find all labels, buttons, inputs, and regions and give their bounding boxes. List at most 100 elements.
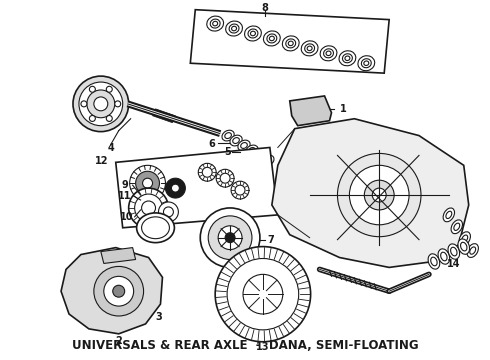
Text: 8: 8 [262,3,269,13]
Ellipse shape [339,51,356,66]
Ellipse shape [264,31,280,46]
Circle shape [166,178,185,198]
Text: 2: 2 [115,336,122,346]
Circle shape [164,207,173,217]
Circle shape [172,184,179,192]
Circle shape [200,208,260,267]
Ellipse shape [358,56,375,71]
Circle shape [135,194,163,222]
Circle shape [225,233,235,243]
Circle shape [87,90,115,118]
Ellipse shape [137,213,174,243]
Circle shape [215,247,311,342]
Ellipse shape [461,242,467,251]
Ellipse shape [451,247,457,256]
Ellipse shape [458,239,469,254]
Circle shape [198,163,216,181]
Circle shape [113,285,124,297]
Ellipse shape [282,36,299,51]
Circle shape [94,266,144,316]
Text: 1: 1 [340,104,346,114]
Circle shape [89,116,96,121]
Circle shape [129,188,169,228]
Ellipse shape [257,153,263,158]
Ellipse shape [265,157,271,163]
Ellipse shape [230,135,242,146]
Ellipse shape [232,26,237,31]
Circle shape [220,173,230,183]
Text: 4: 4 [107,144,114,153]
Ellipse shape [245,26,261,41]
Circle shape [349,165,409,225]
Circle shape [104,276,134,306]
Circle shape [231,181,249,199]
Text: 9: 9 [122,180,129,190]
Ellipse shape [207,16,223,31]
Ellipse shape [233,138,239,144]
Text: 12: 12 [95,156,109,166]
Circle shape [365,180,394,210]
Circle shape [243,274,283,314]
Text: 10: 10 [120,212,134,222]
Ellipse shape [222,130,234,141]
Circle shape [136,171,159,195]
Ellipse shape [270,36,274,41]
Circle shape [218,226,242,249]
Ellipse shape [241,143,247,148]
Circle shape [106,116,112,121]
Ellipse shape [248,148,255,153]
Circle shape [208,216,252,260]
Ellipse shape [451,220,463,234]
Ellipse shape [238,140,250,151]
Ellipse shape [142,217,170,239]
Circle shape [202,167,212,177]
Ellipse shape [441,252,447,261]
Circle shape [227,258,299,330]
Circle shape [143,178,152,188]
Ellipse shape [459,232,470,246]
Ellipse shape [446,211,452,219]
Ellipse shape [226,21,243,36]
Text: 7: 7 [268,235,274,245]
Polygon shape [190,10,389,73]
Circle shape [73,76,129,132]
Polygon shape [61,248,163,334]
Ellipse shape [288,41,293,46]
Text: 11: 11 [118,191,132,201]
Polygon shape [272,119,469,267]
Ellipse shape [225,132,231,139]
Polygon shape [290,96,332,126]
Circle shape [142,201,155,215]
Ellipse shape [364,61,369,66]
Ellipse shape [443,208,455,222]
Polygon shape [152,109,175,123]
Ellipse shape [213,21,218,26]
Circle shape [372,188,386,202]
Circle shape [235,185,245,195]
Circle shape [94,97,108,111]
Ellipse shape [438,249,450,264]
Polygon shape [116,148,278,228]
Circle shape [81,101,87,107]
Ellipse shape [320,46,337,61]
Circle shape [115,101,121,107]
Circle shape [338,153,421,237]
Text: 3: 3 [155,312,162,322]
Ellipse shape [470,247,476,254]
Ellipse shape [262,155,274,166]
Ellipse shape [428,254,440,269]
Ellipse shape [250,31,255,36]
Ellipse shape [307,46,312,51]
Ellipse shape [467,244,478,257]
Circle shape [89,86,96,92]
Ellipse shape [326,51,331,55]
Ellipse shape [431,257,437,266]
Text: UNIVERSALS & REAR AXLE  -  DANA, SEMI-FLOATING: UNIVERSALS & REAR AXLE - DANA, SEMI-FLOA… [72,339,418,352]
Circle shape [130,165,166,201]
Text: 13: 13 [256,342,270,352]
Text: 14: 14 [447,260,460,269]
Text: 5: 5 [225,148,231,157]
Circle shape [216,169,234,187]
Circle shape [106,86,112,92]
Polygon shape [101,248,136,264]
